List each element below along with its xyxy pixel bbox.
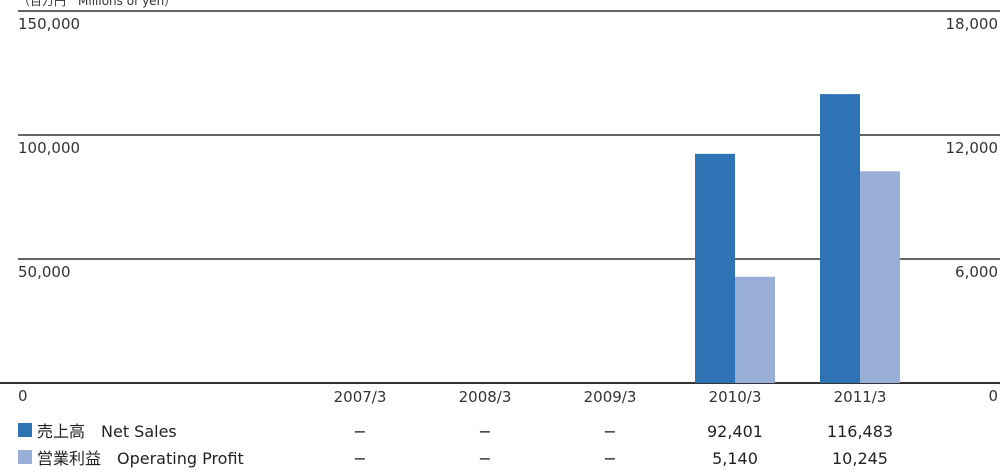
table-cell: − (353, 449, 366, 468)
legend-swatch-operating-profit (18, 450, 32, 464)
bar-operating-profit (735, 276, 775, 383)
x-tick-label: 2007/3 (334, 388, 387, 406)
legend-swatch-net-sales (18, 423, 32, 437)
y-right-tick-label: 6,000 (955, 263, 998, 281)
table-cell: − (603, 449, 616, 468)
table-cell: 116,483 (827, 422, 893, 441)
y-left-tick-label: 50,000 (18, 263, 71, 281)
y-right-tick-label: 0 (988, 387, 998, 405)
table-cell: 5,140 (712, 449, 758, 468)
table-cell: − (478, 422, 491, 441)
table-cell: − (353, 422, 366, 441)
x-tick-label: 2008/3 (459, 388, 512, 406)
x-tick-label: 2011/3 (834, 388, 887, 406)
bar-net-sales (820, 94, 860, 383)
x-tick-label: 2009/3 (584, 388, 637, 406)
legend-label-net-sales: 売上高 Net Sales (37, 422, 177, 441)
y-right-tick-label: 18,000 (946, 15, 999, 33)
y-left-tick-label: 0 (18, 387, 28, 405)
table-cell: 10,245 (832, 449, 888, 468)
unit-label: （百万円 Millions of yen） (18, 0, 176, 8)
table-cell: − (478, 449, 491, 468)
table-cell: 92,401 (707, 422, 763, 441)
bar-net-sales (695, 153, 735, 383)
y-left-tick-label: 150,000 (18, 15, 80, 33)
bar-operating-profit (860, 171, 900, 383)
x-tick-label: 2010/3 (709, 388, 762, 406)
y-left-tick-label: 100,000 (18, 139, 80, 157)
y-right-tick-label: 12,000 (946, 139, 999, 157)
table-cell: − (603, 422, 616, 441)
legend-label-operating-profit: 営業利益 Operating Profit (37, 449, 244, 468)
